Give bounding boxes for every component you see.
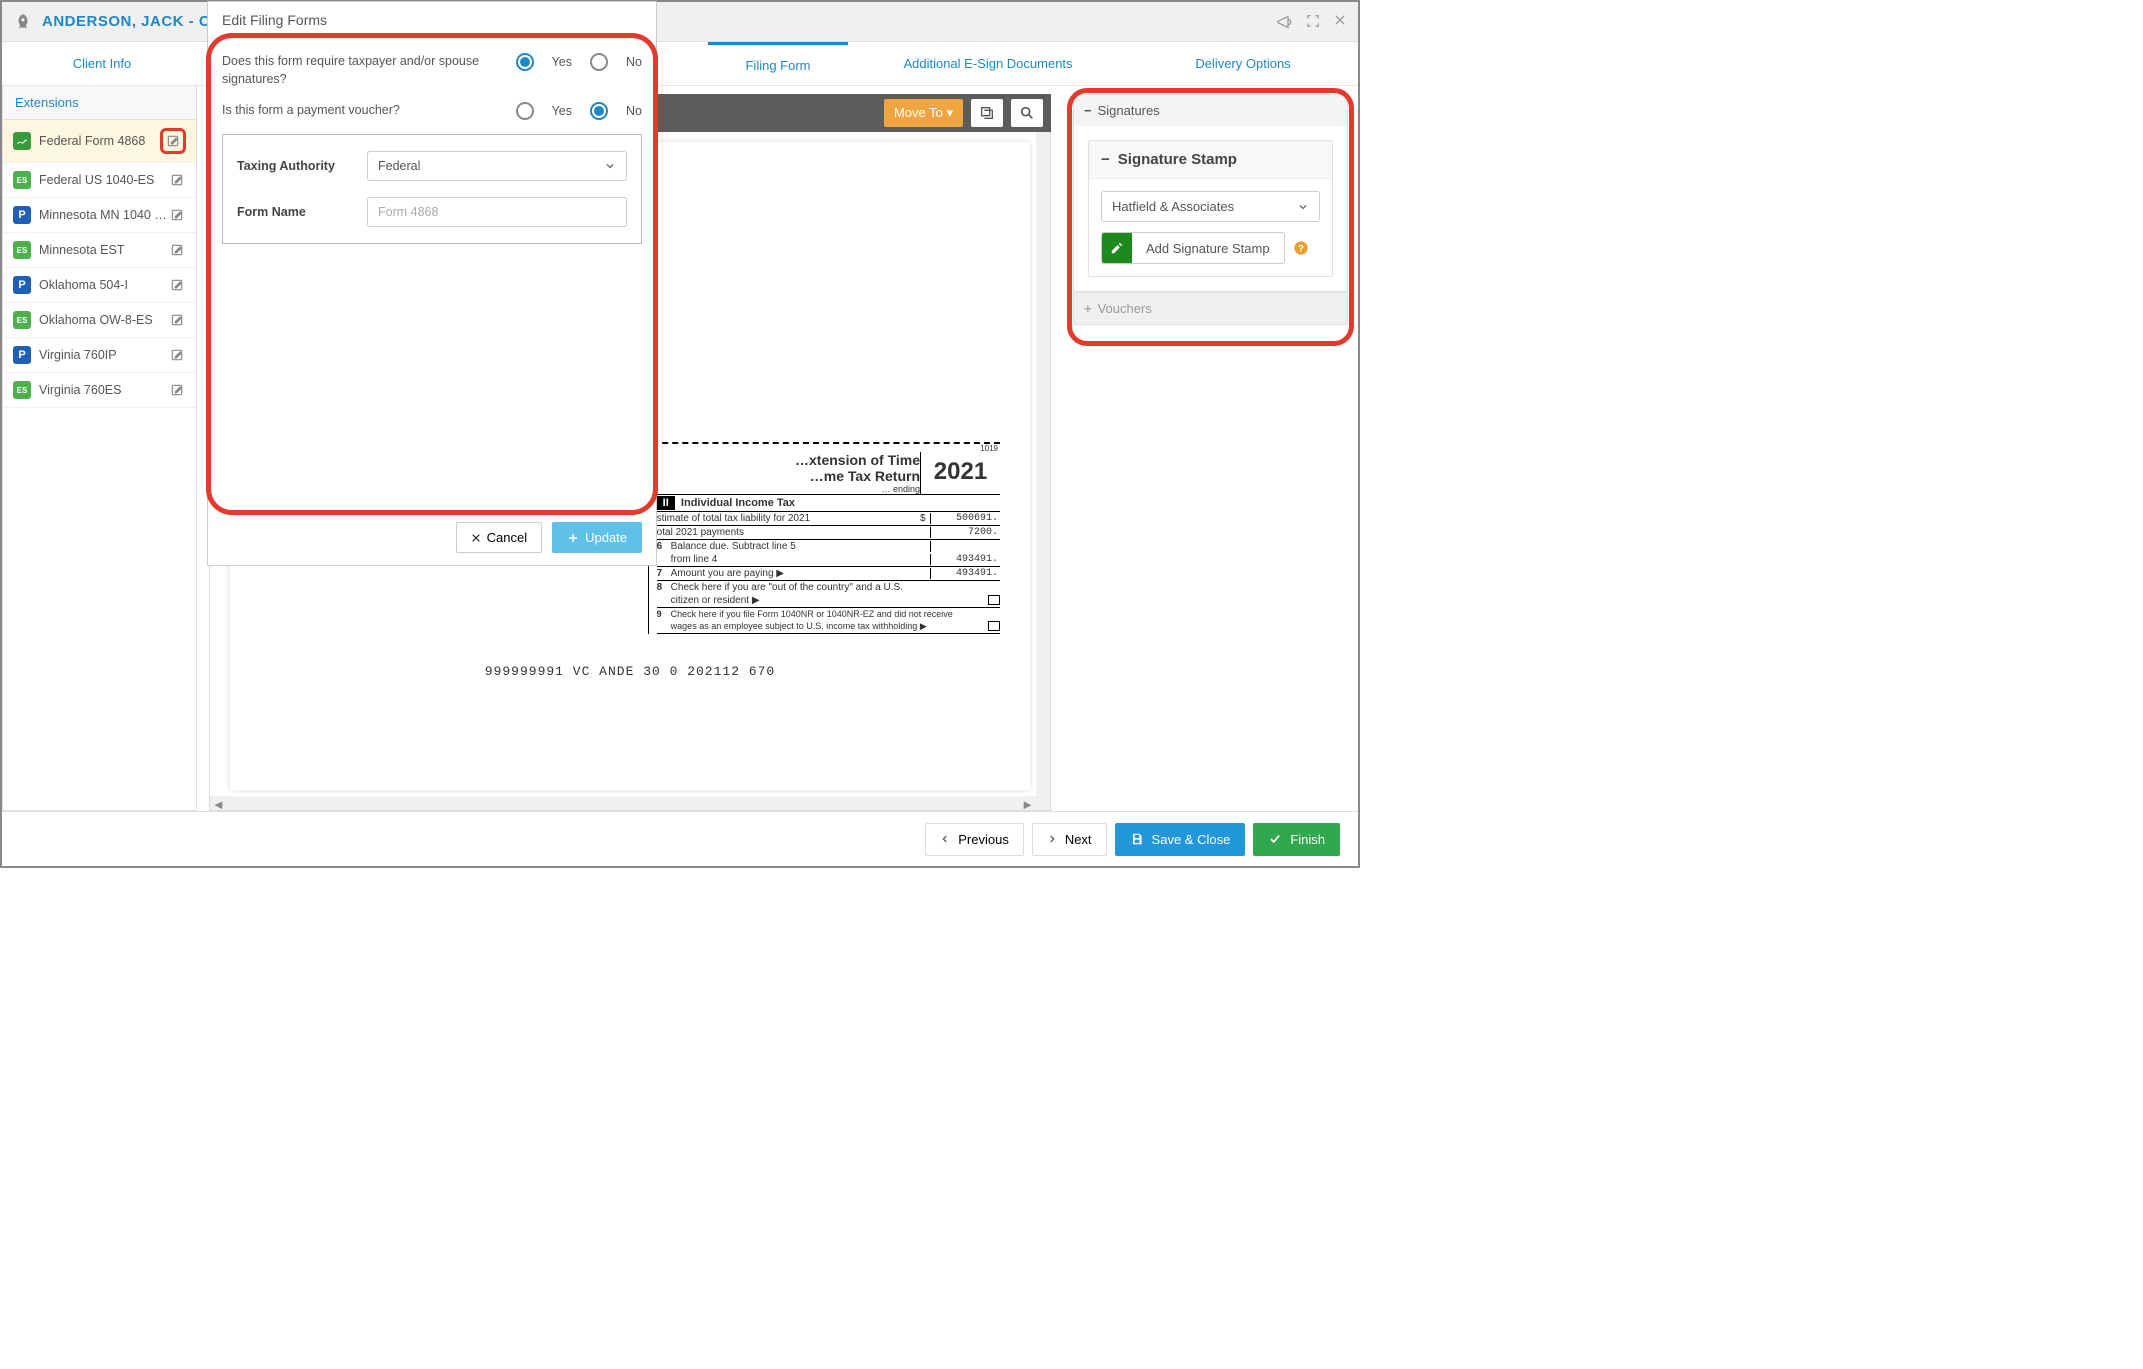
tab-client-info[interactable]: Client Info [2,42,202,85]
signatures-section: −Signatures −Signature Stamp Hatfield & … [1073,94,1348,292]
previous-button[interactable]: Previous [925,823,1024,856]
chevron-down-icon [604,160,616,172]
company-select[interactable]: Hatfield & Associates [1101,191,1320,222]
sidebar-item-label: Federal Form 4868 [39,134,160,148]
sidebar: Extensions Federal Form 4868 ES Federal US… [2,86,197,811]
form-name-label: Form Name [237,205,367,219]
vouchers-section: +Vouchers [1073,292,1348,325]
close-icon[interactable] [1334,14,1346,30]
tax-year: 2021 [934,458,987,485]
tab-delivery-options[interactable]: Delivery Options [1128,42,1358,85]
taxing-authority-label: Taxing Authority [237,159,367,173]
chevron-down-icon [1297,201,1309,213]
footer: Previous Next Save & Close Finish [2,811,1358,866]
signatures-header[interactable]: −Signatures [1074,95,1347,126]
sidebar-item[interactable]: ES Minnesota EST [3,233,196,268]
question-signatures: Does this form require taxpayer and/or s… [222,53,642,88]
vouchers-header[interactable]: +Vouchers [1074,293,1347,324]
fullscreen-icon[interactable] [1306,14,1320,30]
help-icon[interactable]: ? [1293,240,1309,256]
chevron-right-icon [1047,834,1057,844]
sidebar-item[interactable]: ES Federal US 1040-ES [3,163,196,198]
save-close-button[interactable]: Save & Close [1115,823,1246,856]
cancel-button[interactable]: Cancel [456,522,542,553]
radio-voucher-no[interactable] [590,102,608,120]
svg-text:?: ? [1298,243,1304,253]
save-icon [1130,832,1144,846]
edit-icon[interactable] [160,128,186,154]
next-button[interactable]: Next [1032,823,1107,856]
header: ANDERSON, JACK - CO… [2,2,1358,42]
form-type-icon: P [13,276,31,294]
rocket-icon [14,13,32,31]
radio-signatures-no[interactable] [590,53,608,71]
right-panel: −Signatures −Signature Stamp Hatfield & … [1063,86,1358,811]
sidebar-header: Extensions [3,86,196,120]
scrollbar-horizontal[interactable]: ◄► [210,796,1050,810]
x-icon [471,533,481,543]
edit-filing-forms-modal: Edit Filing Forms Does this form require… [207,1,657,566]
chevron-left-icon [940,834,950,844]
sidebar-item[interactable]: ES Oklahoma OW-8-ES [3,303,196,338]
sidebar-item-label: Minnesota EST [39,243,168,257]
question-voucher: Is this form a payment voucher? Yes No [222,102,642,120]
edit-icon[interactable] [168,381,186,399]
toolbar-windows-icon[interactable] [971,99,1003,127]
plus-icon [567,532,579,544]
tabs-nav: Client Info Filing Form Additional E-Sig… [2,42,1358,86]
edit-icon[interactable] [168,206,186,224]
add-signature-stamp-button[interactable]: Add Signature Stamp [1101,232,1285,264]
sidebar-item-label: Virginia 760ES [39,383,168,397]
toolbar-search-icon[interactable] [1011,99,1043,127]
tab-filing-form[interactable]: Filing Form [708,42,848,85]
form-details-box: Taxing Authority Federal Form Name Form … [222,134,642,244]
edit-icon[interactable] [168,311,186,329]
sidebar-item[interactable]: ES Virginia 760ES [3,373,196,408]
taxing-authority-select[interactable]: Federal [367,151,627,181]
radio-voucher-yes[interactable] [516,102,534,120]
sidebar-item-label: Virginia 760IP [39,348,168,362]
edit-icon[interactable] [168,276,186,294]
edit-icon[interactable] [168,171,186,189]
edit-icon[interactable] [168,241,186,259]
form-type-icon [13,132,31,150]
announce-icon[interactable] [1276,14,1292,30]
form-type-icon: ES [13,241,31,259]
modal-title: Edit Filing Forms [208,2,656,39]
form-name-input[interactable]: Form 4868 [367,197,627,227]
micr-line: 999999991 VC ANDE 30 0 202112 670 [260,664,1000,679]
update-button[interactable]: Update [552,522,642,553]
form-type-icon: P [13,206,31,224]
sidebar-item[interactable]: P Oklahoma 504-I [3,268,196,303]
form-type-icon: ES [13,171,31,189]
form-type-icon: ES [13,381,31,399]
sidebar-item-label: Minnesota MN 1040 Ext… [39,208,168,222]
scrollbar-vertical[interactable] [1036,132,1050,810]
tab-esign-docs[interactable]: Additional E-Sign Documents [848,42,1128,85]
edit-icon[interactable] [168,346,186,364]
sidebar-item-label: Oklahoma 504-I [39,278,168,292]
sidebar-item[interactable]: P Virginia 760IP [3,338,196,373]
signature-stamp-header[interactable]: −Signature Stamp [1089,141,1332,179]
pencil-icon [1102,233,1132,263]
radio-signatures-yes[interactable] [516,53,534,71]
sidebar-item-label: Federal US 1040-ES [39,173,168,187]
check-icon [1268,832,1282,846]
move-to-button[interactable]: Move To ▾ [884,99,963,127]
sidebar-item[interactable]: P Minnesota MN 1040 Ext… [3,198,196,233]
form-type-icon: ES [13,311,31,329]
sidebar-item[interactable]: Federal Form 4868 [3,120,196,163]
finish-button[interactable]: Finish [1253,823,1340,856]
form-type-icon: P [13,346,31,364]
sidebar-item-label: Oklahoma OW-8-ES [39,313,168,327]
